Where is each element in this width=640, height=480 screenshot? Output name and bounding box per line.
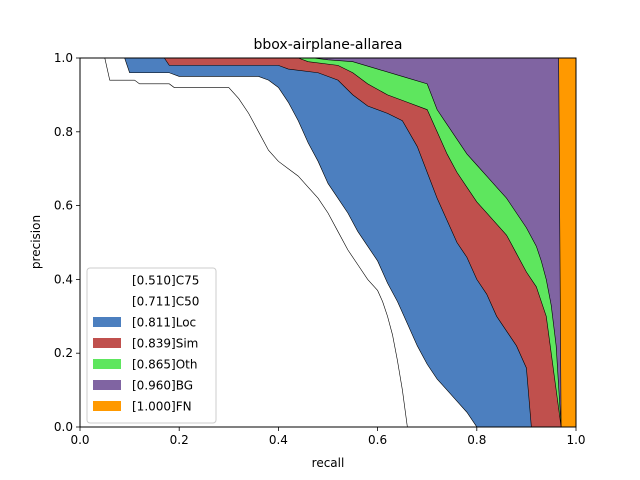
y-axis: 0.0 0.2 0.4 0.6 0.8 1.0 (54, 51, 80, 434)
legend-swatch (93, 359, 121, 369)
legend-swatch (93, 296, 121, 306)
x-axis-label: recall (312, 456, 345, 470)
legend-label: [0.865]Oth (132, 358, 197, 372)
x-tick-label: 0.8 (467, 433, 486, 447)
x-tick-label: 0.4 (269, 433, 288, 447)
legend: [0.510]C75 [0.711]C50 [0.811]Loc [0.839]Sim… (86, 267, 217, 424)
x-tick-label: 1.0 (566, 433, 585, 447)
legend-swatch (93, 275, 121, 285)
legend-swatch (93, 317, 121, 327)
legend-label: [0.510]C75 (132, 274, 199, 288)
legend-label: [0.711]C50 (132, 295, 199, 309)
legend-swatch (93, 380, 121, 390)
y-tick-label: 0.8 (54, 125, 73, 139)
y-tick-label: 0.4 (54, 272, 73, 286)
y-axis-label: precision (29, 215, 43, 269)
x-tick-label: 0.6 (368, 433, 387, 447)
legend-label: [0.811]Loc (132, 316, 196, 330)
legend-label: [1.000]FN (132, 400, 192, 414)
chart-title: bbox-airplane-allarea (254, 37, 403, 53)
legend-label: [0.839]Sim (132, 337, 198, 351)
y-tick-label: 0.0 (54, 420, 73, 434)
y-tick-label: 0.2 (54, 346, 73, 360)
y-tick-label: 0.6 (54, 199, 73, 213)
x-tick-label: 0.0 (70, 433, 89, 447)
plot-frame (79, 57, 577, 428)
x-tick-label: 0.2 (170, 433, 189, 447)
y-tick-label: 1.0 (54, 51, 73, 65)
x-axis: 0.0 0.2 0.4 0.6 0.8 1.0 (70, 427, 586, 447)
legend-label: [0.960]BG (132, 379, 193, 393)
legend-swatch (93, 338, 121, 348)
legend-swatch (93, 401, 121, 411)
